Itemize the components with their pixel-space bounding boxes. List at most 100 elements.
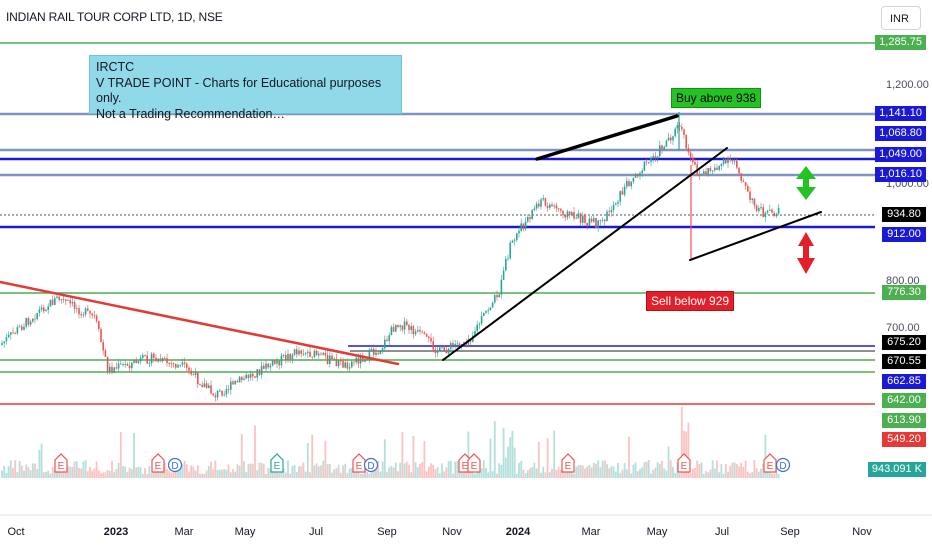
volume-bar <box>729 466 732 478</box>
candle-body <box>687 148 690 153</box>
event-marker-earnings[interactable]: E <box>467 453 481 473</box>
candle-body <box>282 355 285 356</box>
candle-body <box>665 140 668 147</box>
volume-bar <box>14 460 17 478</box>
candle-body <box>643 161 646 171</box>
volume-bar <box>80 468 83 478</box>
volume-bar <box>502 427 505 478</box>
event-marker-earnings[interactable]: E <box>561 453 575 473</box>
trendlines <box>0 114 822 366</box>
candle-body <box>637 173 639 177</box>
volume-bar <box>155 470 157 478</box>
candle-body <box>777 207 780 214</box>
volume-bar <box>306 443 309 478</box>
event-marker-dividend[interactable]: D <box>167 457 183 473</box>
volume-bar <box>553 430 556 478</box>
volume-bar <box>751 472 754 478</box>
candle-body <box>403 321 406 330</box>
candle-body <box>56 296 58 298</box>
candle-body <box>775 213 778 217</box>
volume-bar <box>291 466 294 478</box>
volume-bar <box>480 468 483 478</box>
candle-body <box>714 167 716 171</box>
volume-bar <box>133 432 135 478</box>
time-tick: 2023 <box>103 526 129 538</box>
candle-body <box>773 212 775 217</box>
candle-body <box>546 205 549 208</box>
time-tick: Mar <box>174 526 194 538</box>
volume-bar <box>5 472 8 478</box>
candle-body <box>474 331 476 336</box>
note-line-2: V TRADE POINT - Charts for Educational p… <box>96 75 382 106</box>
event-marker-earnings[interactable]: E <box>151 453 165 473</box>
volume-bar <box>146 473 149 478</box>
event-marker-earnings[interactable]: E <box>270 453 284 473</box>
volume-bar <box>619 473 622 478</box>
volume-bar <box>755 468 758 478</box>
candle-body <box>751 198 753 201</box>
candle-body <box>238 376 241 383</box>
candle-body <box>694 162 696 165</box>
volume-bar <box>192 466 195 478</box>
volume-bar <box>509 437 512 478</box>
candle-body <box>480 315 483 324</box>
candle-body <box>348 367 351 369</box>
volume-bar <box>348 468 351 478</box>
candle-body <box>166 358 168 364</box>
event-marker-dividend[interactable]: D <box>363 457 379 473</box>
volume-bar <box>716 460 718 478</box>
volume-bar <box>196 465 199 478</box>
candle-body <box>51 299 54 305</box>
candle-body <box>491 302 494 308</box>
volume-bar <box>601 460 604 478</box>
volume-bar <box>216 469 219 478</box>
candle-body <box>146 355 148 364</box>
volume-bar <box>606 464 608 478</box>
trendline[interactable] <box>442 147 728 361</box>
candle-body <box>551 204 553 207</box>
candle-body <box>749 191 751 201</box>
event-marker-earnings[interactable]: E <box>763 453 777 473</box>
volume-bar <box>445 467 448 478</box>
event-marker-dividend[interactable]: D <box>775 457 791 473</box>
event-marker-earnings[interactable]: E <box>677 453 691 473</box>
candle-body <box>124 363 126 365</box>
candle-body <box>496 295 498 298</box>
trendline[interactable] <box>0 280 400 366</box>
volume-bar <box>238 465 241 478</box>
currency-selector[interactable]: INR <box>881 6 921 30</box>
volume-bar <box>102 472 105 478</box>
candle-body <box>386 339 388 341</box>
volume-bar <box>410 472 413 478</box>
candle-body <box>221 390 223 396</box>
volume-bar <box>295 472 298 478</box>
candle-body <box>564 215 566 218</box>
volume-bar <box>540 472 542 478</box>
candle-body <box>397 324 399 327</box>
candle-body <box>722 159 725 165</box>
candle-body <box>502 270 505 280</box>
volume-bar <box>438 473 441 478</box>
candle-body <box>692 157 694 163</box>
volume-bar <box>518 462 520 478</box>
volume-bar <box>47 470 50 478</box>
volume-bar <box>91 470 94 478</box>
candle-body <box>16 327 19 334</box>
trendline[interactable] <box>689 211 822 261</box>
event-marker-earnings[interactable]: E <box>54 453 68 473</box>
candle-body <box>683 129 685 135</box>
volume-bar <box>412 435 415 478</box>
candle-body <box>520 223 522 231</box>
candle-body <box>71 301 74 304</box>
candle-body <box>175 363 177 368</box>
volume-bar <box>170 472 173 478</box>
candle-body <box>571 212 573 216</box>
candle-body <box>740 173 742 181</box>
trendline[interactable] <box>535 114 679 161</box>
volume-bar <box>650 473 652 478</box>
event-marker-earnings[interactable]: E <box>352 453 366 473</box>
volume-bar <box>727 471 729 478</box>
candle-body <box>577 213 580 219</box>
